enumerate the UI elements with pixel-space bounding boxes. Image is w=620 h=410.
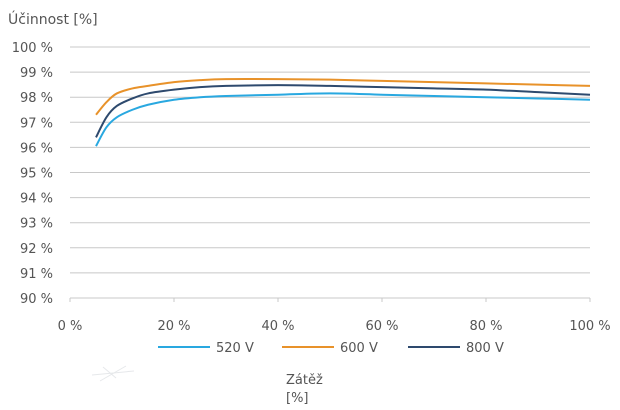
- x-tick-label: 40 %: [261, 319, 294, 334]
- y-tick-label: 91 %: [20, 267, 53, 282]
- y-tick-label: 93 %: [20, 217, 53, 232]
- y-tick-label: 96 %: [20, 141, 53, 156]
- y-tick-label: 100 %: [12, 41, 53, 56]
- watermark-icon: [91, 365, 135, 382]
- y-tick-label: 94 %: [20, 192, 53, 207]
- y-axis-title: Účinnost [%]: [8, 10, 98, 28]
- series-line-600v: [95, 78, 591, 116]
- y-tick-label: 98 %: [20, 91, 53, 106]
- legend-label: 600 V: [340, 341, 378, 356]
- y-tick-label: 97 %: [20, 116, 53, 131]
- x-axis-title: Zátěž [%]: [286, 372, 323, 408]
- y-tick-label: 92 %: [20, 242, 53, 257]
- legend: 520 V 600 V 800 V: [158, 341, 504, 356]
- x-axis-title-line1: Zátěž: [286, 373, 323, 388]
- x-tick-label: 0 %: [58, 319, 83, 334]
- legend-label: 800 V: [466, 341, 504, 356]
- series-lines: [95, 78, 591, 147]
- legend-label: 520 V: [216, 341, 254, 356]
- y-tick-label: 95 %: [20, 167, 53, 182]
- series-line-800v: [95, 84, 591, 138]
- series-line-520v: [95, 92, 591, 147]
- x-tick-label: 80 %: [469, 319, 502, 334]
- gridlines: [69, 46, 591, 302]
- x-tick-label: 20 %: [157, 319, 190, 334]
- y-tick-label: 90 %: [20, 292, 53, 307]
- y-tick-label: 99 %: [20, 66, 53, 81]
- y-tick-labels: 90 % 91 % 92 % 93 % 94 % 95 % 96 % 97 % 98 % 99 %…: [12, 41, 53, 307]
- x-tick-label: 100 %: [569, 319, 610, 334]
- x-axis-title-line2: [%]: [286, 391, 309, 406]
- x-tick-label: 60 %: [365, 319, 398, 334]
- x-tick-labels: 0 % 20 % 40 % 60 % 80 % 100 %: [58, 319, 611, 334]
